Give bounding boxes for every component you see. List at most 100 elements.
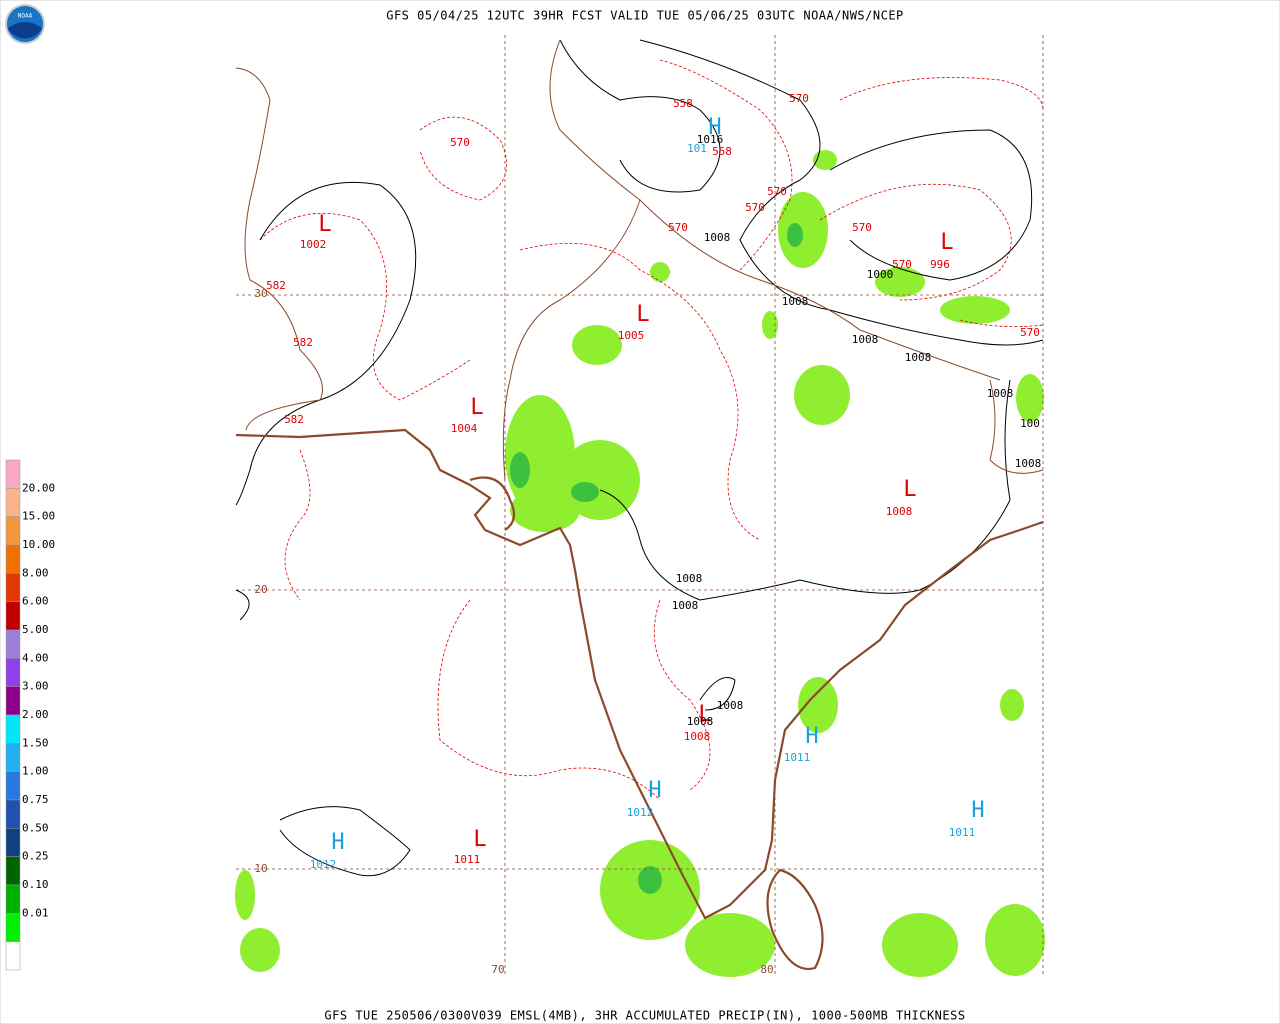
- precip-area: [650, 262, 670, 282]
- thickness-label: 582: [293, 336, 313, 349]
- legend-swatch: [5, 743, 21, 772]
- legend-label: 1.50: [22, 736, 49, 749]
- system-symbol: H: [708, 115, 721, 140]
- lat-lon-grid: [236, 35, 1044, 977]
- system-pressure: 101: [687, 142, 707, 155]
- precip-area: [875, 267, 925, 297]
- legend-label: 0.10: [22, 878, 49, 891]
- thickness-line: [839, 77, 1044, 111]
- logo-wave: [8, 22, 42, 39]
- isobar-label: 1008: [852, 333, 879, 346]
- grid-label: 70: [491, 963, 504, 976]
- system-symbol: L: [903, 477, 916, 502]
- system-pressure: 1004: [451, 422, 478, 435]
- system-pressure: 1008: [886, 505, 913, 518]
- thickness-line: [284, 449, 311, 601]
- thickness-line: [653, 599, 711, 791]
- precip-area: [1016, 374, 1044, 422]
- thickness-label: 570: [668, 221, 688, 234]
- isobar-label: 1008: [782, 295, 809, 308]
- precip-area: [985, 904, 1045, 976]
- legend-label: 5.00: [22, 623, 49, 636]
- legend-swatch: [5, 884, 21, 914]
- thickness-label: 570: [1020, 326, 1040, 339]
- thickness-label: 558: [712, 145, 732, 158]
- precip-area: [798, 677, 838, 733]
- coastline: [469, 476, 516, 531]
- isobar-label: 1008: [672, 599, 699, 612]
- system-symbol: H: [648, 778, 661, 803]
- legend-swatch: [5, 714, 21, 744]
- thickness-line: [437, 599, 661, 801]
- legend-label: 0.01: [22, 906, 49, 919]
- legend-swatch: [5, 941, 21, 971]
- thickness-label: 570: [852, 221, 872, 234]
- precip-area: [794, 365, 850, 425]
- system-symbol: H: [331, 830, 344, 855]
- thickness-contours: [259, 59, 1044, 801]
- isobar-label: 1008: [1015, 457, 1042, 470]
- legend-label: 15.00: [22, 510, 55, 523]
- precip-area: [1000, 689, 1024, 721]
- isobar-label: 1000: [867, 268, 894, 281]
- legend-swatch: [5, 544, 21, 574]
- border-line: [235, 67, 323, 431]
- grid-label: 80: [760, 963, 773, 976]
- logo-text: NOAA: [18, 13, 33, 20]
- legend-label: 3.00: [22, 680, 49, 693]
- precip-core: [638, 866, 662, 894]
- system-pressure: 1011: [784, 751, 811, 764]
- legend-label: 10.00: [22, 538, 55, 551]
- isobar: [235, 589, 736, 711]
- legend-swatch: [5, 488, 21, 517]
- coastlines: [235, 428, 1044, 971]
- system-pressure: 1005: [618, 329, 645, 342]
- isobar-label: 1008: [687, 715, 714, 728]
- border-line: [502, 39, 641, 481]
- thickness-line: [959, 319, 1044, 328]
- system-symbol: L: [470, 395, 483, 420]
- precip-core: [571, 482, 599, 502]
- isobars: [235, 39, 1044, 877]
- isobar: [235, 181, 417, 506]
- legend-swatch: [5, 601, 21, 631]
- isobar-label: 1008: [676, 572, 703, 585]
- legend-swatch: [5, 771, 21, 801]
- thickness-label: 570: [450, 136, 470, 149]
- thickness-label: 558: [673, 97, 693, 110]
- isobar: [559, 39, 721, 193]
- system-symbol: L: [698, 702, 711, 727]
- footer-caption: GFS TUE 250506/0300V039 EMSL(4MB), 3HR A…: [324, 1009, 965, 1023]
- precip-area: [778, 192, 828, 268]
- precip-area: [940, 296, 1010, 324]
- legend-swatch: [5, 516, 21, 546]
- legend-label: 0.75: [22, 793, 49, 806]
- precip-core: [510, 452, 530, 488]
- legend-swatch: [5, 573, 21, 602]
- grid-label: 30: [254, 287, 267, 300]
- thickness-line: [659, 59, 793, 271]
- isobar-label: 1008: [987, 387, 1014, 400]
- thickness-label: 570: [892, 258, 912, 271]
- system-pressure: 1012: [627, 806, 654, 819]
- thickness-label: 570: [767, 185, 787, 198]
- system-symbol: H: [805, 724, 818, 749]
- border-line: [989, 379, 1044, 474]
- precip-area: [685, 913, 775, 977]
- thickness-label: 570: [789, 92, 809, 105]
- border-line: [639, 199, 1001, 381]
- thickness-line: [419, 116, 508, 201]
- legend-label: 8.00: [22, 566, 49, 579]
- precip-area: [240, 928, 280, 972]
- legend-label: 1.00: [22, 765, 49, 778]
- thickness-line: [519, 242, 761, 541]
- legend-label: 20.00: [22, 481, 55, 494]
- legend-swatch: [5, 629, 21, 659]
- legend-label: 0.25: [22, 850, 49, 863]
- precip-area: [572, 325, 622, 365]
- system-pressure: 1008: [684, 730, 711, 743]
- legend-swatch: [5, 856, 21, 886]
- thickness-label: 582: [284, 413, 304, 426]
